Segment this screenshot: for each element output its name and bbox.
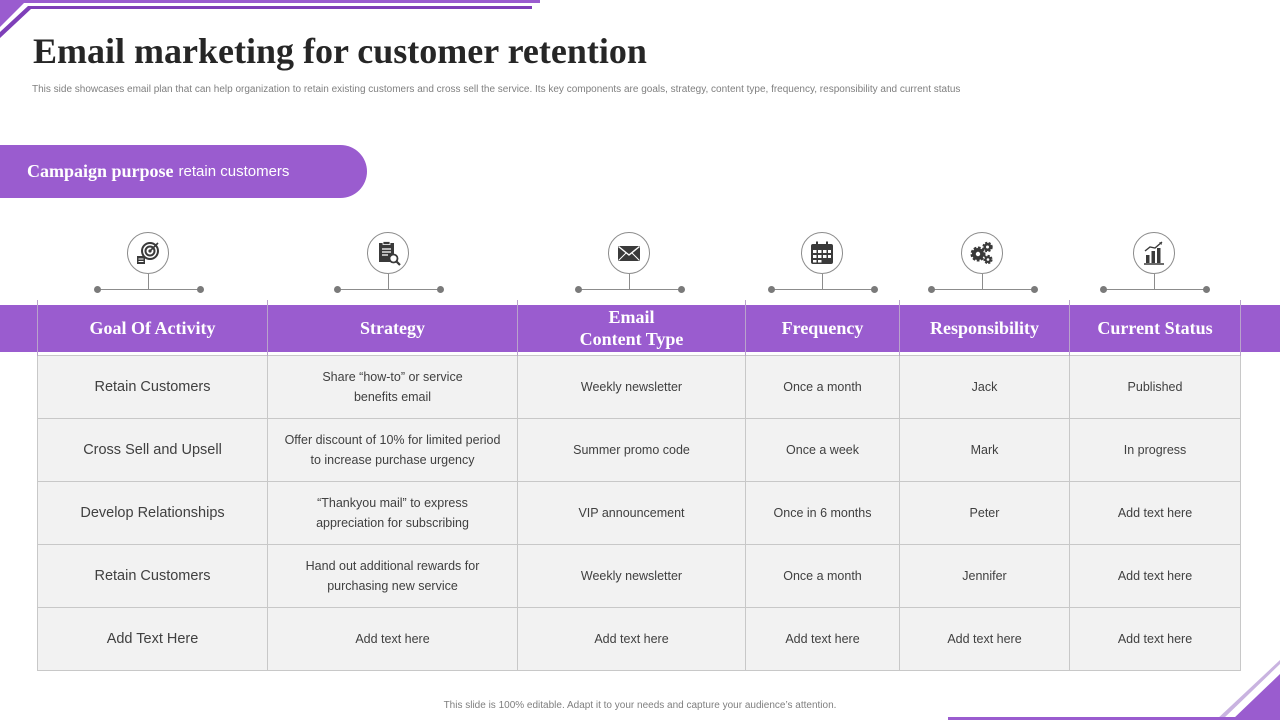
table-row: Cross Sell and Upsell Offer discount of … <box>37 418 1241 482</box>
page-title: Email marketing for customer retention <box>33 31 647 71</box>
responsibility-icon-group <box>923 232 1043 296</box>
frequency-cell: Once a month <box>745 355 900 419</box>
bar-chart-icon <box>1133 232 1175 274</box>
responsibility-cell: Jennifer <box>899 544 1070 608</box>
frequency-cell: Once a month <box>745 544 900 608</box>
table-row: Retain Customers Share “how-to” or servi… <box>37 355 1241 419</box>
table-row: Develop Relationships “Thankyou mail” to… <box>37 481 1241 545</box>
table-row: Add Text Here Add text here Add text her… <box>37 607 1241 671</box>
campaign-purpose-banner: Campaign purpose retain customers <box>0 145 367 198</box>
header-status: Current Status <box>1069 300 1241 356</box>
strategy-cell: Offer discount of 10% for limited period… <box>267 418 518 482</box>
envelope-icon <box>608 232 650 274</box>
goal-cell: Retain Customers <box>37 544 268 608</box>
campaign-purpose-label: Campaign purpose <box>27 161 174 181</box>
header-goal: Goal Of Activity <box>37 300 268 356</box>
strategy-cell: Hand out additional rewards for purchasi… <box>267 544 518 608</box>
calendar-icon <box>801 232 843 274</box>
campaign-purpose-value: retain customers <box>178 163 290 180</box>
gears-icon <box>961 232 1003 274</box>
content-type-cell: VIP announcement <box>517 481 746 545</box>
content-type-cell: Weekly newsletter <box>517 544 746 608</box>
corner-decoration-bottom <box>948 660 1280 720</box>
frequency-cell: Once in 6 months <box>745 481 900 545</box>
header-content-type: Email Content Type <box>517 300 746 356</box>
goal-icon-group <box>89 232 209 296</box>
strategy-cell: “Thankyou mail” to express appreciation … <box>267 481 518 545</box>
frequency-icon-group <box>763 232 883 296</box>
header-responsibility: Responsibility <box>899 300 1070 356</box>
strategy-cell: Add text here <box>267 607 518 671</box>
page-subtitle: This side showcases email plan that can … <box>32 84 961 95</box>
table-row: Retain Customers Hand out additional rew… <box>37 544 1241 608</box>
goal-cell: Cross Sell and Upsell <box>37 418 268 482</box>
strategy-icon-group <box>329 232 449 296</box>
goal-cell: Retain Customers <box>37 355 268 419</box>
goal-cell: Add Text Here <box>37 607 268 671</box>
responsibility-cell: Add text here <box>899 607 1070 671</box>
corner-decoration-top <box>0 0 540 38</box>
status-cell: Published <box>1069 355 1241 419</box>
strategy-cell: Share “how-to” or service benefits email <box>267 355 518 419</box>
header-frequency: Frequency <box>745 300 900 356</box>
content-type-cell: Summer promo code <box>517 418 746 482</box>
table-header-row: Goal Of Activity Strategy Email Content … <box>37 300 1241 356</box>
responsibility-cell: Peter <box>899 481 1070 545</box>
footer-note: This slide is 100% editable. Adapt it to… <box>443 700 837 711</box>
email-icon-group <box>570 232 690 296</box>
frequency-cell: Once a week <box>745 418 900 482</box>
email-plan-table: Goal Of Activity Strategy Email Content … <box>37 300 1241 671</box>
status-cell: Add text here <box>1069 544 1241 608</box>
document-search-icon <box>367 232 409 274</box>
content-type-cell: Add text here <box>517 607 746 671</box>
goal-cell: Develop Relationships <box>37 481 268 545</box>
responsibility-cell: Mark <box>899 418 1070 482</box>
target-icon <box>127 232 169 274</box>
status-cell: In progress <box>1069 418 1241 482</box>
header-strategy: Strategy <box>267 300 518 356</box>
responsibility-cell: Jack <box>899 355 1070 419</box>
status-icon-group <box>1095 232 1215 296</box>
content-type-cell: Weekly newsletter <box>517 355 746 419</box>
status-cell: Add text here <box>1069 607 1241 671</box>
frequency-cell: Add text here <box>745 607 900 671</box>
status-cell: Add text here <box>1069 481 1241 545</box>
